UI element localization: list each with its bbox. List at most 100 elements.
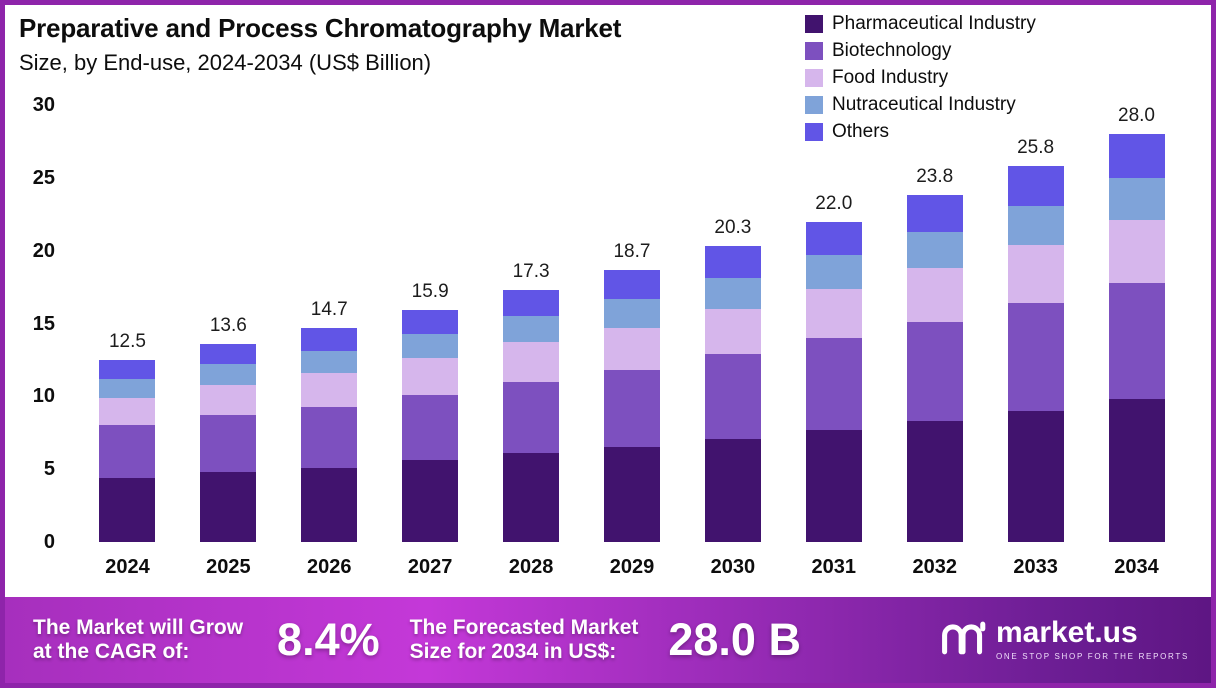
bar-segment-biotechnology: [200, 415, 257, 473]
bar-segment-food-industry: [301, 373, 358, 407]
y-axis-tick: 0: [43, 531, 55, 553]
x-axis-label: 2033: [1013, 556, 1058, 578]
bar-segment-nutraceutical-industry: [503, 316, 560, 343]
bar-segment-pharmaceutical-industry: [906, 421, 963, 542]
y-axis-tick: 25: [32, 166, 55, 189]
bar-segment-biotechnology: [503, 381, 560, 454]
bar-segment-pharmaceutical-industry: [402, 460, 459, 542]
x-axis-label: 2025: [206, 556, 251, 578]
bar-segment-biotechnology: [805, 338, 862, 430]
bar-segment-biotechnology: [99, 425, 156, 478]
bar-segment-biotechnology: [1108, 282, 1165, 400]
bar-group: 12.5: [77, 331, 178, 542]
y-axis: 0 5 10 15 20 25 30: [17, 94, 55, 553]
chart-subtitle: Size, by End-use, 2024-2034 (US$ Billion…: [19, 50, 432, 75]
bar-total-label: 18.7: [613, 240, 651, 262]
legend-swatch: [805, 15, 823, 33]
bar-segment-biotechnology: [301, 406, 358, 468]
bar-total-label: 28.0: [1118, 105, 1155, 127]
bar-segment-food-industry: [402, 358, 459, 395]
bar-group: 17.3: [481, 261, 582, 542]
cagr-label-line1: The Market will Grow: [33, 615, 244, 639]
bar-stack: [704, 246, 761, 542]
x-axis-label: 2028: [508, 556, 554, 578]
bar-segment-others: [805, 221, 862, 256]
marketus-logo: market.us ONE STOP SHOP FOR THE REPORTS: [940, 618, 1189, 661]
chart-header: Preparative and Process Chromatography M…: [19, 13, 621, 76]
bar-segment-food-industry: [200, 384, 257, 416]
x-axis-label: 2031: [811, 556, 857, 578]
bar-total-label: 23.8: [916, 166, 954, 188]
y-axis-tick: 10: [32, 385, 55, 408]
cagr-label-line2: at the CAGR of:: [33, 640, 190, 663]
bar-segment-food-industry: [1108, 220, 1165, 283]
bar-segment-biotechnology: [402, 394, 459, 461]
bar-segment-food-industry: [603, 327, 660, 371]
bar-stack: [503, 290, 560, 542]
bar-total-label: 13.6: [209, 314, 247, 336]
bar-segment-pharmaceutical-industry: [301, 467, 358, 542]
legend-swatch: [805, 123, 823, 141]
legend-item: Pharmaceutical Industry: [805, 13, 1036, 35]
x-axis: 2024 2025 2026 2027 2028 2029 2030 2031 2032 2033…: [77, 556, 1187, 579]
bar-group: 22.0: [783, 193, 884, 542]
bar-stack: [402, 310, 459, 542]
bar-segment-pharmaceutical-industry: [603, 447, 660, 542]
bar-segment-biotechnology: [1007, 303, 1064, 411]
bar-segment-nutraceutical-industry: [301, 351, 358, 374]
bar-segment-others: [1007, 166, 1064, 206]
bar-segment-food-industry: [503, 342, 560, 382]
bar-total-label: 25.8: [1017, 137, 1055, 159]
bar-total-label: 17.3: [512, 261, 550, 282]
bar-segment-nutraceutical-industry: [805, 255, 862, 289]
bar-segment-nutraceutical-industry: [704, 278, 761, 309]
legend-item: Food Industry: [805, 67, 1036, 89]
bar-segment-pharmaceutical-industry: [1108, 399, 1165, 542]
legend-label: Biotechnology: [832, 40, 952, 61]
bar-segment-food-industry: [99, 397, 156, 426]
cagr-label: The Market will Grow at the CAGR of:: [33, 616, 243, 664]
marketus-logo-icon: [940, 619, 986, 662]
forecast-value: 28.0 B: [668, 614, 801, 665]
bar-stack: [805, 221, 862, 542]
x-axis-label: 2032: [912, 556, 957, 578]
bar-segment-food-industry: [805, 288, 862, 339]
bar-total-label: 22.0: [815, 192, 853, 214]
bar-stack: [603, 269, 660, 542]
bar-segment-nutraceutical-industry: [200, 364, 257, 385]
legend-label: Food Industry: [832, 67, 949, 88]
legend-label: Nutraceutical Industry: [832, 94, 1016, 115]
y-axis-tick: 5: [43, 458, 55, 481]
bar-segment-others: [704, 246, 761, 279]
bar-segment-nutraceutical-industry: [99, 378, 156, 398]
bar-segment-others: [1108, 134, 1165, 178]
bar-segment-biotechnology: [603, 370, 660, 448]
bar-total-label: 15.9: [411, 281, 449, 303]
bar-group: 18.7: [582, 241, 683, 542]
bar-stack: [1108, 134, 1165, 542]
forecast-label-line1: The Forecasted Market: [409, 615, 639, 639]
bar-total-label: 14.7: [310, 298, 348, 320]
y-axis-tick: 20: [32, 239, 55, 262]
plot-area: 12.5 13.6 14.7 15.9 17.3 18.7 20.3 22.0 23.8 25.8…: [77, 105, 1187, 542]
legend-item: Others: [805, 121, 1036, 143]
bar-segment-pharmaceutical-industry: [99, 477, 156, 542]
chart-title: Preparative and Process Chromatography M…: [19, 13, 622, 43]
bar-stack: [906, 195, 963, 542]
bar-group: 14.7: [279, 299, 380, 542]
bar-segment-biotechnology: [704, 354, 761, 439]
bar-group: 23.8: [884, 166, 985, 542]
bar-segment-others: [99, 359, 156, 379]
bar-segment-pharmaceutical-industry: [704, 438, 761, 542]
bar-stack: [200, 343, 257, 542]
bar-segment-pharmaceutical-industry: [1007, 410, 1064, 542]
forecast-label: The Forecasted Market Size for 2034 in U…: [410, 616, 639, 664]
x-axis-label: 2029: [609, 556, 655, 578]
bar-segment-pharmaceutical-industry: [805, 429, 862, 542]
y-axis-tick: 15: [32, 312, 55, 335]
bar-total-label: 12.5: [108, 330, 146, 352]
bar-segment-nutraceutical-industry: [906, 231, 963, 269]
bar-segment-pharmaceutical-industry: [503, 453, 560, 542]
bar-group: 15.9: [380, 281, 481, 542]
